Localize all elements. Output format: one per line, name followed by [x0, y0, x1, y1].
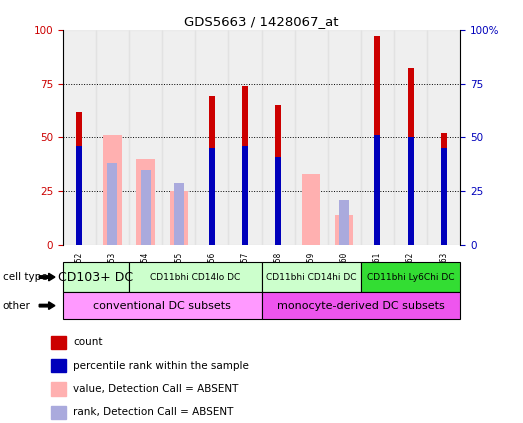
Text: CD11bhi Ly6Chi DC: CD11bhi Ly6Chi DC [367, 272, 454, 282]
Bar [51, 382, 66, 396]
Bar [51, 406, 66, 419]
Bar [407, 137, 414, 245]
Bar [162, 30, 195, 245]
Text: value, Detection Call = ABSENT: value, Detection Call = ABSENT [73, 384, 238, 394]
Text: monocyte-derived DC subsets: monocyte-derived DC subsets [277, 301, 445, 310]
Title: GDS5663 / 1428067_at: GDS5663 / 1428067_at [184, 16, 339, 28]
Bar [361, 30, 394, 245]
Bar [242, 146, 248, 245]
Bar [169, 191, 188, 245]
Bar [129, 30, 162, 245]
Text: CD103+ DC: CD103+ DC [59, 271, 133, 283]
Bar [335, 215, 354, 245]
Bar [275, 105, 281, 245]
Text: cell type: cell type [3, 272, 47, 282]
Bar [174, 183, 184, 245]
Text: count: count [73, 338, 103, 347]
Bar [339, 200, 349, 245]
Bar [141, 170, 151, 245]
Bar [242, 86, 248, 245]
Bar [63, 262, 129, 292]
Bar [63, 292, 262, 319]
Text: other: other [3, 301, 30, 310]
Bar [209, 96, 215, 245]
Text: rank, Detection Call = ABSENT: rank, Detection Call = ABSENT [73, 407, 233, 417]
Bar [427, 30, 460, 245]
Text: percentile rank within the sample: percentile rank within the sample [73, 361, 249, 371]
Bar [262, 292, 460, 319]
Bar [76, 112, 82, 245]
Bar [394, 30, 427, 245]
Text: conventional DC subsets: conventional DC subsets [93, 301, 231, 310]
Bar [262, 262, 361, 292]
Bar [51, 359, 66, 372]
Bar [294, 30, 328, 245]
Text: CD11bhi CD14hi DC: CD11bhi CD14hi DC [266, 272, 357, 282]
Bar [328, 30, 361, 245]
Bar [229, 30, 262, 245]
Text: CD11bhi CD14lo DC: CD11bhi CD14lo DC [150, 272, 241, 282]
Bar [262, 30, 294, 245]
Bar [374, 36, 380, 245]
Bar [63, 30, 96, 245]
Bar [104, 135, 121, 245]
Bar [129, 262, 262, 292]
Bar [51, 336, 66, 349]
Bar [96, 30, 129, 245]
Bar [374, 135, 380, 245]
Bar [137, 159, 155, 245]
Bar [441, 148, 447, 245]
Bar [209, 148, 215, 245]
Bar [275, 157, 281, 245]
Bar [195, 30, 229, 245]
Bar [361, 262, 460, 292]
Bar [107, 163, 117, 245]
Bar [76, 146, 82, 245]
Bar [441, 133, 447, 245]
Bar [407, 69, 414, 245]
Bar [302, 174, 320, 245]
